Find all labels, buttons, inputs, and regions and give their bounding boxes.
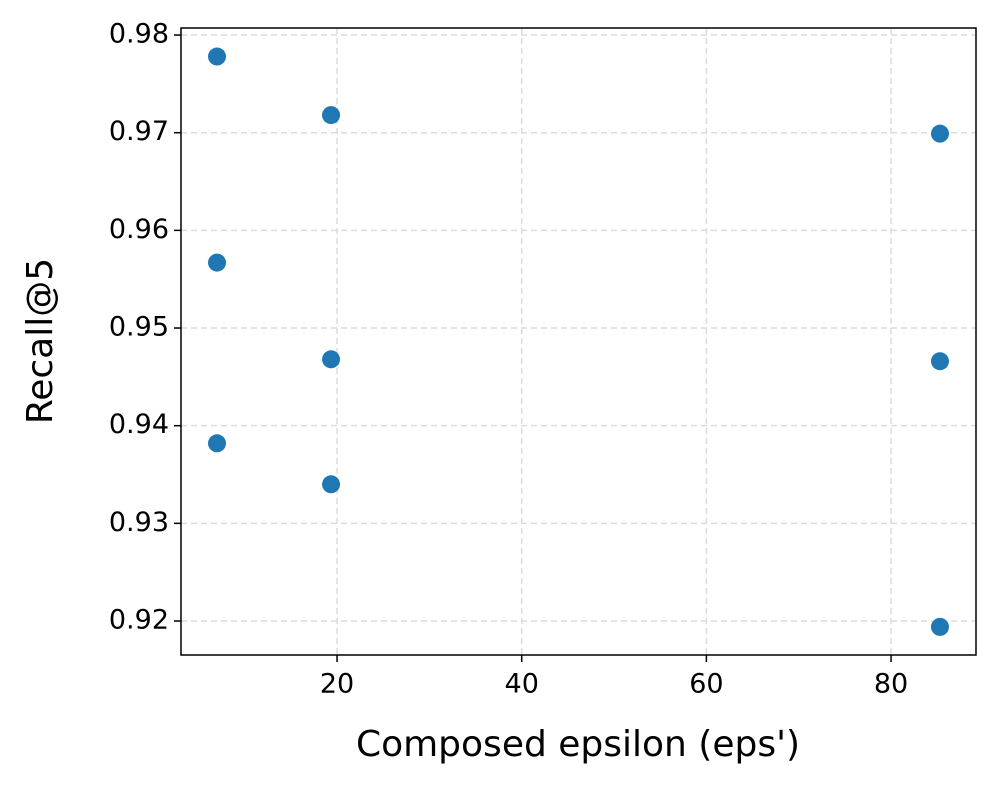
point <box>322 475 341 494</box>
x-tick-label: 80 <box>874 669 908 700</box>
point <box>208 253 227 272</box>
x-tick-label: 60 <box>689 669 723 700</box>
x-tick-label: 20 <box>320 669 354 700</box>
x-axis-label: Composed epsilon (eps') <box>356 724 800 765</box>
point <box>930 352 949 371</box>
point <box>930 124 949 143</box>
point <box>208 47 227 66</box>
y-tick-label: 0.98 <box>109 19 169 50</box>
y-tick-label: 0.97 <box>109 116 169 147</box>
x-tick-label: 40 <box>505 669 539 700</box>
point <box>930 617 949 636</box>
y-tick-label: 0.96 <box>109 214 169 245</box>
point <box>322 350 341 369</box>
y-tick-label: 0.93 <box>109 507 169 538</box>
y-tick-label: 0.92 <box>109 605 169 636</box>
y-tick-label: 0.95 <box>109 312 169 343</box>
point <box>322 106 341 125</box>
y-axis-label: Recall@5 <box>20 258 61 424</box>
y-tick-label: 0.94 <box>109 409 169 440</box>
plot-frame <box>180 27 977 656</box>
point <box>208 434 227 453</box>
